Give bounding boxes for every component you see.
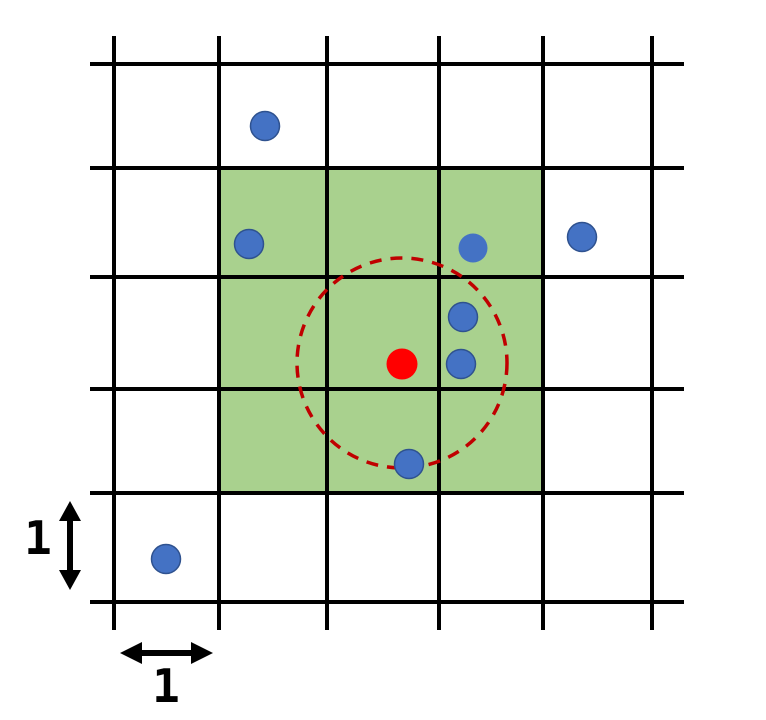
grid-lines (90, 36, 684, 630)
horizontal-unit-arrow (120, 642, 213, 664)
neighborhood-highlight (217, 168, 543, 493)
radius-circle (295, 256, 509, 470)
vertical-unit-label: 1 (24, 511, 52, 565)
vertical-unit-arrow (59, 501, 81, 590)
horizontal-unit-label: 1 (152, 659, 180, 713)
sample-point (150, 543, 182, 575)
sample-point (445, 348, 477, 380)
sample-point (233, 228, 265, 260)
sample-points (150, 110, 598, 575)
query-point (386, 348, 418, 380)
sample-point (249, 110, 281, 142)
sample-point (458, 233, 488, 263)
sample-point (447, 301, 479, 333)
sample-point (393, 448, 425, 480)
sample-point (566, 221, 598, 253)
